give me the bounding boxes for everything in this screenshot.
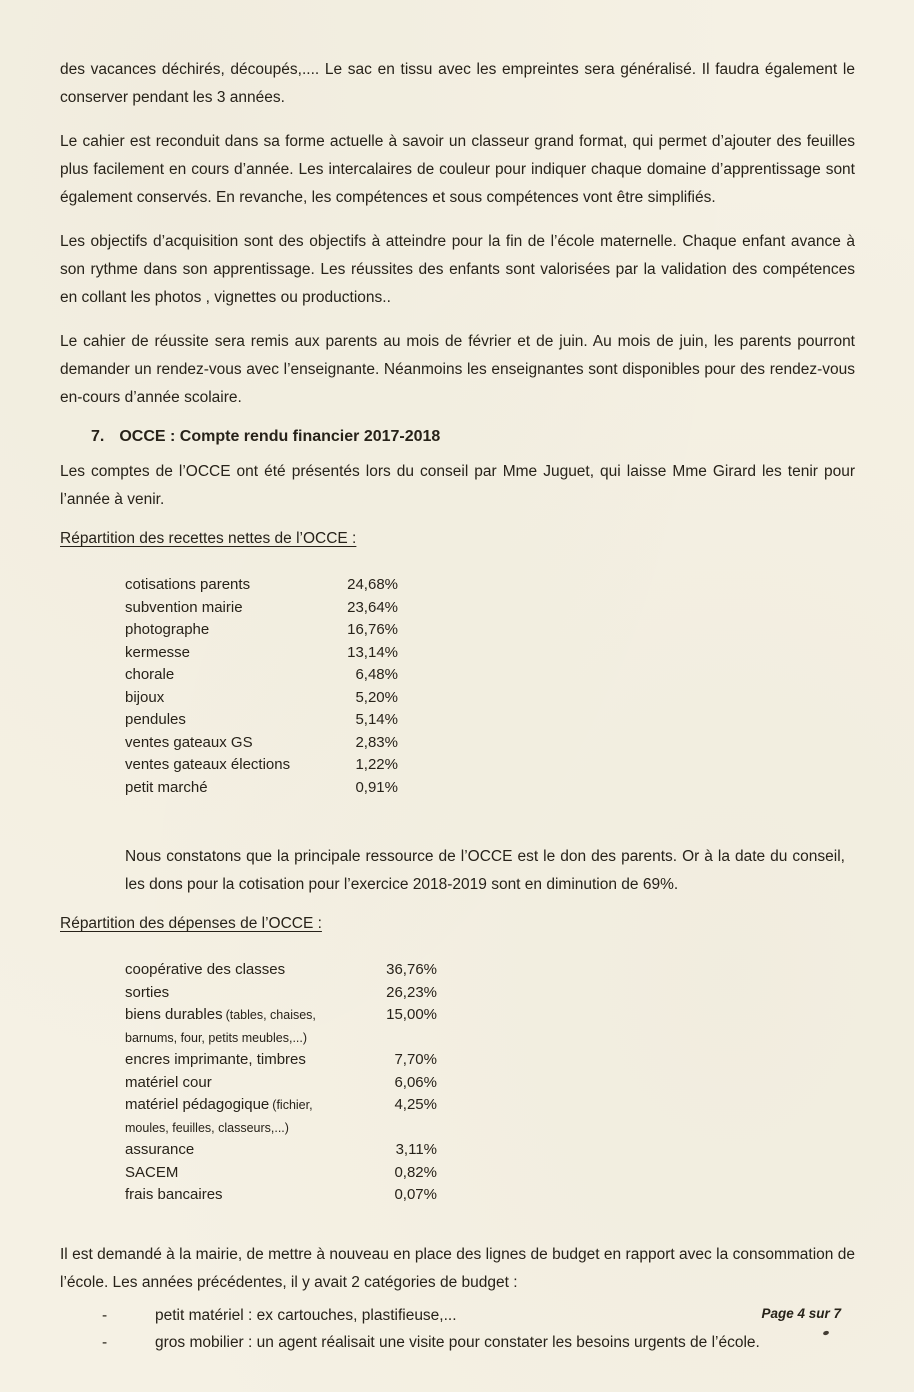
depense-label: matériel cour [125,1073,212,1091]
recette-label: petit marché [125,778,208,796]
depense-label: frais bancaires [125,1186,223,1203]
section-7-heading: 7. OCCE : Compte rendu financier 2017-20… [91,428,855,446]
depenses-row: biens durables (tables, chaises, barnums, … [125,1004,437,1049]
depense-value: 3,11% [395,1141,437,1158]
recettes-row: kermesse 13,14% [125,642,398,665]
recettes-heading: Répartition des recettes nettes de l’OCC… [60,530,357,547]
depenses-row: coopérative des classes 36,76% [125,959,437,982]
recette-value: 1,22% [355,756,398,773]
paragraph-note-dons: Nous constatons que la principale ressou… [125,848,845,893]
recettes-table: cotisations parents 24,68% subvention ma… [125,574,398,799]
recette-label: cotisations parents [125,576,251,593]
depenses-row: matériel pédagogique (fichier, moules, feu… [125,1094,437,1139]
paragraph-objectifs-acquisition: Les objectifs d’acquisition sont des obj… [60,233,855,306]
depense-label: matériel pédagogique (fichier, moules, feu… [125,1096,313,1135]
recettes-row: photographe 16,76% [125,619,398,642]
depense-label: biens durables (tables, chaises, barnums, … [125,1006,316,1045]
page-number-footer: Page 4 sur 7 [761,1306,841,1321]
depenses-heading: Répartition des dépenses de l’OCCE : [60,915,322,932]
depenses-row: SACEM 0,82% [125,1162,437,1185]
recette-label: ventes gateaux élections [125,756,291,773]
depenses-row: matériel cour 6,06% [125,1072,437,1095]
depense-label: coopérative des classes [125,961,286,978]
recettes-row: cotisations parents 24,68% [125,574,398,597]
depenses-row: sorties 26,23% [125,982,437,1005]
bullet-item: - gros mobilier : un agent réalisait une… [100,1329,855,1357]
paragraph-sac-tissu: des vacances déchirés, découpés,.... Le … [60,61,855,106]
recettes-row: pendules 5,14% [125,709,398,732]
depenses-table: coopérative des classes 36,76% sorties 2… [125,959,437,1207]
depenses-row: encres imprimante, timbres 7,70% [125,1049,437,1072]
recette-label: photographe [125,621,210,638]
recette-label: chorale [125,666,175,683]
recettes-row: chorale 6,48% [125,664,398,687]
depense-value: 26,23% [386,983,437,1001]
depense-value: 4,25% [394,1096,437,1113]
depense-value: 15,00% [386,1006,437,1023]
recettes-row: subvention mairie 23,64% [125,597,398,620]
paragraph-comptes-occe: Les comptes de l’OCCE ont été présentés … [60,463,855,508]
budget-bullet-list: - petit matériel : ex cartouches, plasti… [100,1302,855,1357]
depense-label: assurance [125,1141,195,1158]
recettes-row: ventes gateaux GS 2,83% [125,732,398,755]
depense-value: 0,07% [394,1186,437,1203]
recette-label: ventes gateaux GS [125,733,253,751]
recette-label: pendules [125,711,186,728]
recette-value: 5,14% [355,711,398,728]
recette-value: 6,48% [355,666,398,683]
depense-value: 6,06% [394,1073,437,1091]
recettes-row: ventes gateaux élections 1,22% [125,754,398,777]
recette-value: 0,91% [355,778,398,796]
recette-label: bijoux [125,688,165,706]
paragraph-cahier-reussite: Le cahier de réussite sera remis aux par… [60,333,855,406]
depense-value: 0,82% [394,1163,437,1181]
recette-value: 23,64% [347,598,398,616]
depense-label: SACEM [125,1163,179,1181]
paragraph-cahier-classeur: Le cahier est reconduit dans sa forme ac… [60,133,855,206]
depense-label: encres imprimante, timbres [125,1051,306,1068]
recette-value: 2,83% [355,733,398,751]
bullet-text: gros mobilier : un agent réalisait une v… [155,1334,760,1351]
bullet-item: - petit matériel : ex cartouches, plasti… [100,1302,855,1330]
bullet-text: petit matériel : ex cartouches, plastifi… [155,1306,457,1324]
recette-value: 24,68% [347,576,398,593]
depense-value: 7,70% [394,1051,437,1068]
recette-label: kermesse [125,643,191,661]
recette-value: 13,14% [347,643,398,661]
recette-value: 5,20% [355,688,398,706]
recette-label: subvention mairie [125,598,243,616]
depense-value: 36,76% [386,961,437,978]
recettes-row: bijoux 5,20% [125,687,398,710]
depenses-row: frais bancaires 0,07% [125,1184,437,1207]
bullet-dash: - [102,1334,108,1351]
recettes-row: petit marché 0,91% [125,777,398,800]
section-title: OCCE : Compte rendu financier 2017-2018 [119,428,441,445]
bullet-dash: - [102,1306,108,1324]
depense-label: sorties [125,983,170,1001]
section-number: 7. [91,428,105,445]
paragraph-budget-mairie: Il est demandé à la mairie, de mettre à … [60,1245,855,1291]
recette-value: 16,76% [347,621,398,638]
depenses-row: assurance 3,11% [125,1139,437,1162]
